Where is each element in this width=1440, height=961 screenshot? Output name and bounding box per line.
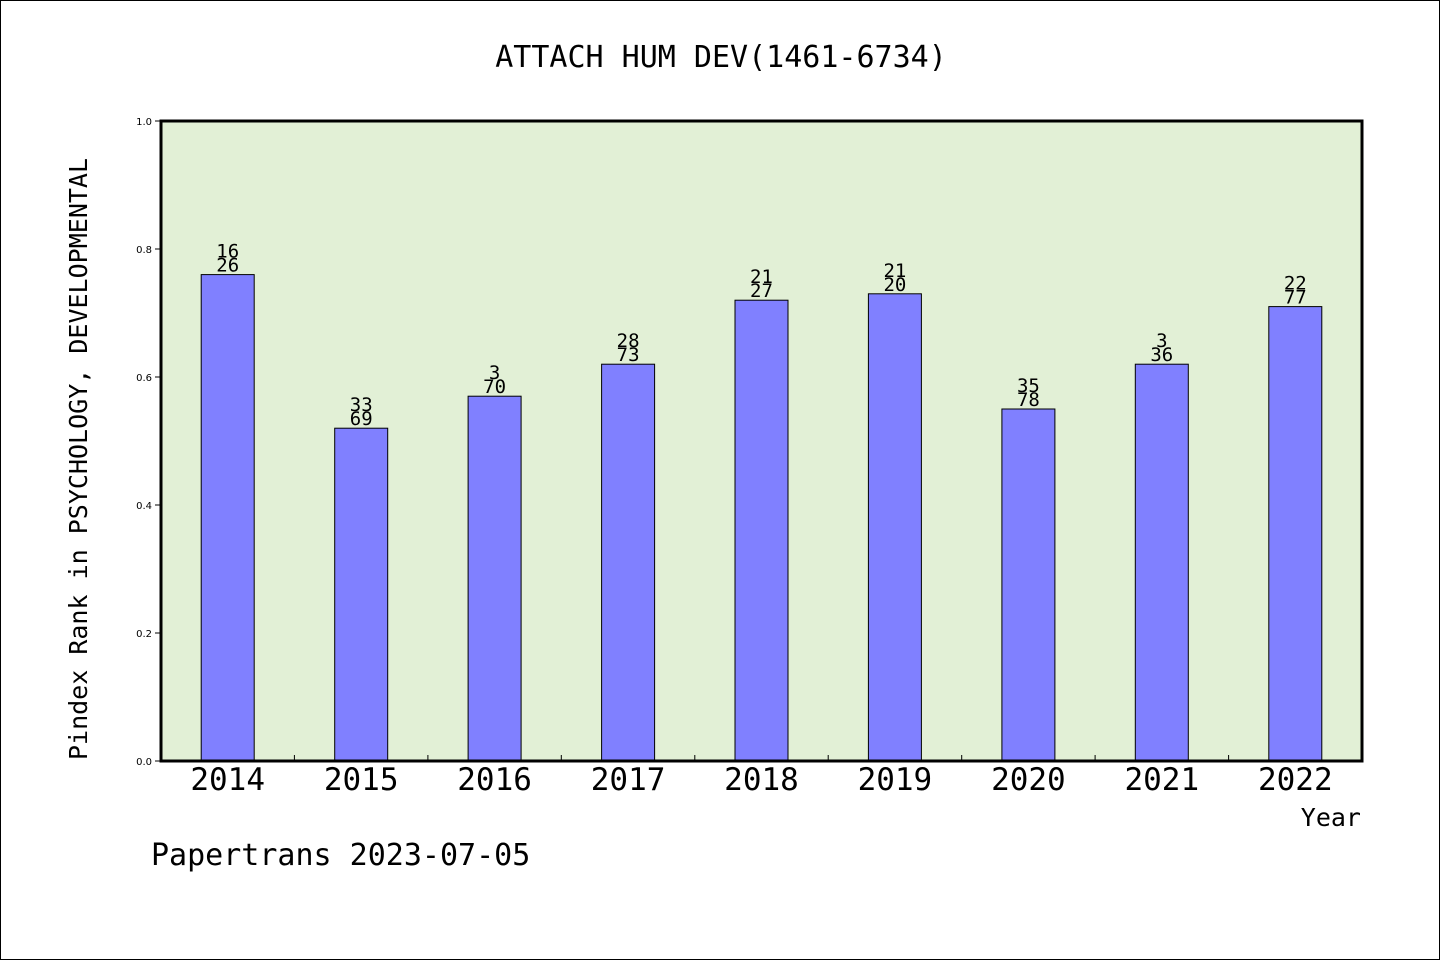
bar-2022 [1268,306,1323,762]
bar-2014 [200,274,255,762]
bar-rank-label-2014: 16 [216,241,239,263]
bar-total-label-2017: 73 [617,344,640,366]
bar-total-label-2018: 27 [750,280,773,302]
bar-total-label-2015: 69 [350,408,373,430]
bar-2016 [467,395,522,762]
y-tick-label-3: 0.6 [136,373,152,384]
y-tick-label-2: 0.4 [136,501,152,512]
y-tick-label-5: 1.0 [136,117,152,128]
x-tick-label-2017: 2017 [591,762,666,798]
x-tick-label-2014: 2014 [190,762,265,798]
x-tick-label-2016: 2016 [457,762,532,798]
bar-2020 [1001,408,1056,762]
bar-rank-label-2017: 28 [617,330,640,352]
x-tick-label-2020: 2020 [991,762,1066,798]
bar-rank-label-2015: 33 [350,394,373,416]
x-axis-label: Year [1301,803,1361,832]
bar-2019 [867,293,922,762]
bar-total-label-2022: 77 [1284,287,1307,309]
bar-rank-label-2019: 21 [883,260,906,282]
bar-total-label-2019: 20 [883,274,906,296]
bar-total-label-2020: 78 [1017,389,1040,411]
chart-title: ATTACH HUM DEV(1461-6734) [495,40,947,75]
bar-rank-label-2018: 21 [750,266,773,288]
y-tick-label-0: 0.0 [136,757,152,768]
bar-2021 [1134,363,1189,762]
bar-total-label-2014: 26 [216,255,239,277]
bar-2017 [601,363,656,762]
plot-border [159,119,1364,763]
bar-rank-label-2022: 22 [1284,273,1307,295]
y-tick-label-1: 0.2 [136,629,152,640]
y-axis-label: Pindex Rank in PSYCHOLOGY, DEVELOPMENTAL [64,158,93,760]
bar-rank-label-2021: 3 [1156,330,1167,352]
bars-layer [200,274,1323,762]
bar-total-label-2021: 36 [1150,344,1173,366]
x-axis-ticks: 2014 2015 2016 2017 2018 2019 2020 2021 2022 [190,755,1333,798]
y-axis-ticks: 0.0 0.2 0.4 0.6 0.8 1.0 [136,117,161,768]
x-tick-label-2019: 2019 [858,762,933,798]
bar-total-label-2016: 70 [483,376,506,398]
y-tick-label-4: 0.8 [136,245,152,256]
bar-rank-label-2020: 35 [1017,375,1040,397]
footer-text: Papertrans 2023-07-05 [151,838,530,873]
x-tick-label-2021: 2021 [1124,762,1199,798]
bar-2018 [734,299,789,762]
x-tick-label-2018: 2018 [724,762,799,798]
x-tick-label-2015: 2015 [324,762,399,798]
x-tick-label-2022: 2022 [1258,762,1333,798]
bar-2015 [334,427,389,762]
bar-rank-label-2016: 3 [489,362,500,384]
